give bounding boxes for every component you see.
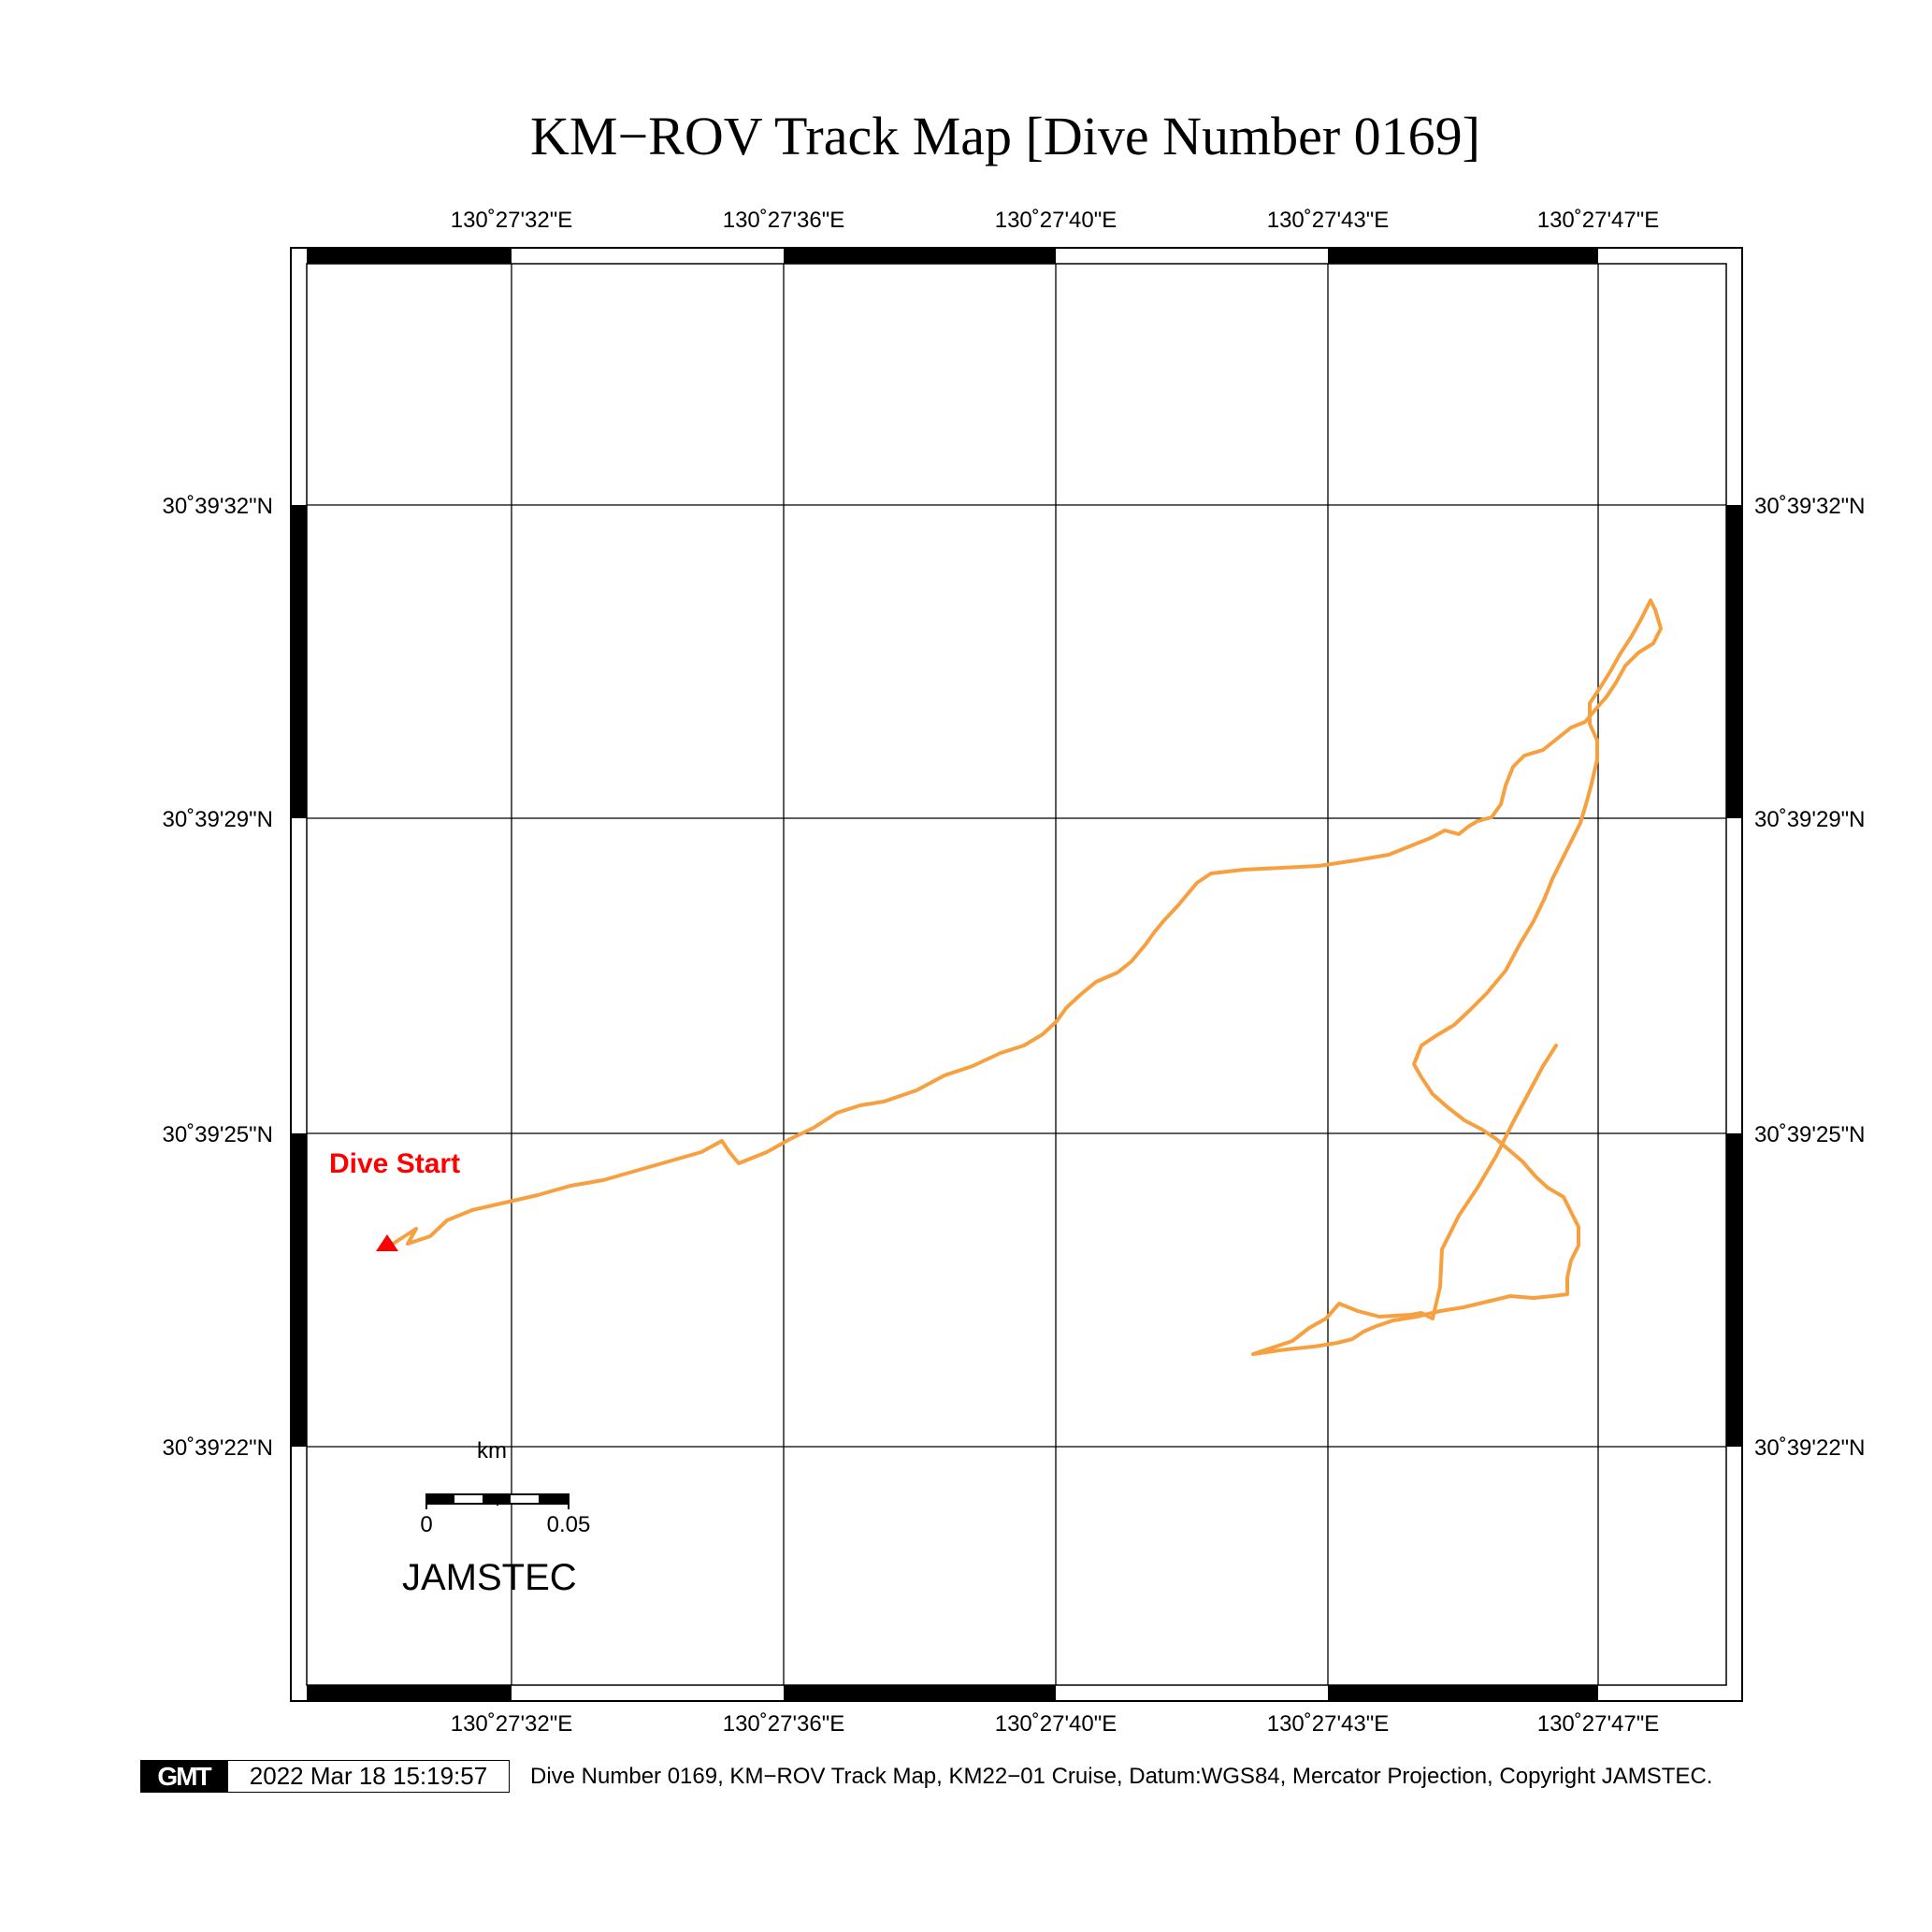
frame-scale-right [1726, 505, 1741, 1447]
right-axis-label: 30˚39'25"N [1754, 1122, 1866, 1147]
scale-bar-unit: km [477, 1438, 507, 1463]
left-axis-label: 30˚39'22"N [162, 1435, 273, 1461]
map-frame-outer [290, 247, 1743, 1702]
gmt-logo: GMT [140, 1760, 227, 1793]
bottom-axis-label: 130˚27'47"E [1536, 1711, 1660, 1737]
scale-bar [425, 1493, 570, 1509]
left-axis-label: 30˚39'32"N [162, 494, 273, 519]
dive-start-label: Dive Start [329, 1148, 461, 1179]
top-axis-label: 130˚27'32"E [450, 208, 573, 233]
left-axis-label: 30˚39'25"N [162, 1122, 273, 1147]
map-frame-inner [306, 263, 1727, 1686]
frame-scale-bottom [307, 1685, 1598, 1700]
top-axis-label: 130˚27'47"E [1536, 208, 1660, 233]
right-axis-label: 30˚39'29"N [1754, 807, 1866, 832]
rov-track-line [385, 598, 1663, 1356]
bottom-axis-label: 130˚27'32"E [450, 1711, 573, 1737]
footer-caption: Dive Number 0169, KM−ROV Track Map, KM22… [530, 1764, 1713, 1789]
frame-scale-top [307, 249, 1598, 264]
bottom-axis-label: 130˚27'43"E [1266, 1711, 1390, 1737]
map-title: KM−ROV Track Map [Dive Number 0169] [530, 106, 1480, 166]
graticule [307, 264, 1726, 1685]
timestamp: 2022 Mar 18 15:19:57 [227, 1760, 510, 1793]
frame-scale-left [292, 505, 307, 1447]
bottom-axis-label: 130˚27'40"E [994, 1711, 1117, 1737]
dive-start-marker [376, 1234, 398, 1251]
right-axis-label: 30˚39'32"N [1754, 494, 1866, 519]
scale-bar-tick-label: 0 [420, 1512, 433, 1537]
left-axis-label: 30˚39'29"N [162, 807, 273, 832]
organization-label: JAMSTEC [402, 1557, 577, 1598]
top-axis-label: 130˚27'43"E [1266, 208, 1390, 233]
top-axis-label: 130˚27'36"E [722, 208, 845, 233]
right-axis-label: 30˚39'22"N [1754, 1435, 1866, 1461]
top-axis-label: 130˚27'40"E [994, 208, 1117, 233]
scale-bar-tick-label: 0.05 [546, 1512, 591, 1537]
bottom-axis-label: 130˚27'36"E [722, 1711, 845, 1737]
